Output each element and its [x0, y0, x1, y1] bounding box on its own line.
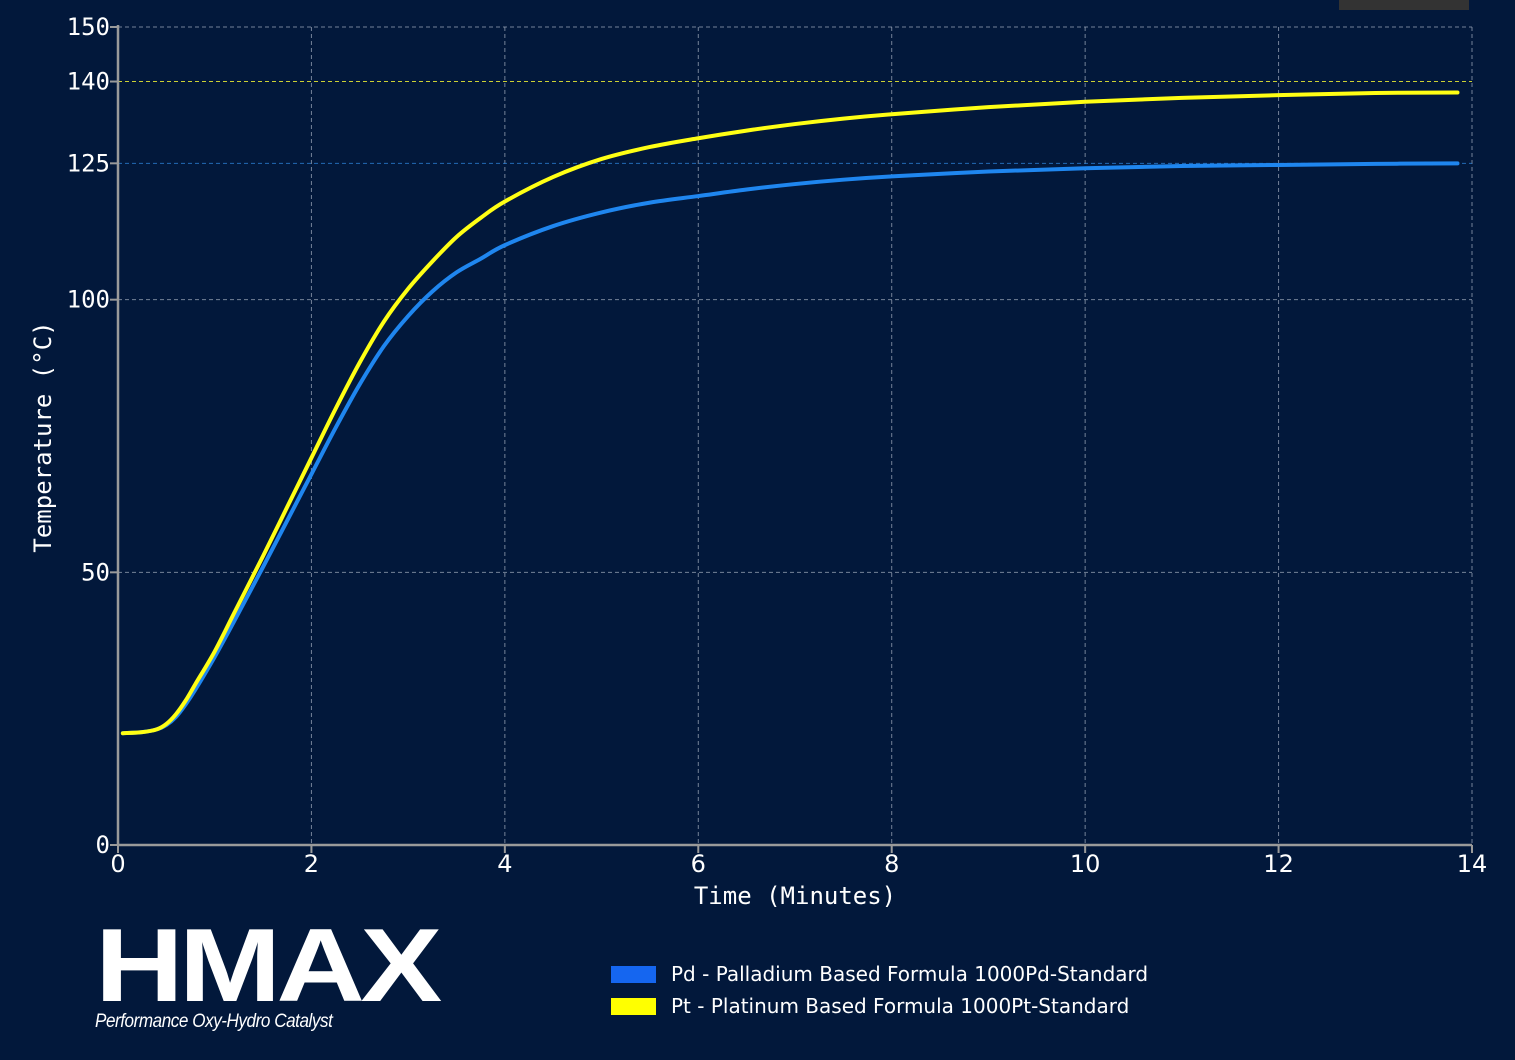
y-tick-label: 100: [67, 286, 110, 314]
y-axis-title: Temperature (°C): [29, 321, 57, 552]
x-tick-label: 12: [1263, 850, 1294, 878]
x-tick-label: 6: [691, 850, 706, 878]
legend-label-pt: Pt - Platinum Based Formula 1000Pt-Stand…: [671, 994, 1130, 1018]
corner-tab: [1339, 0, 1469, 10]
series-lines: [120, 90, 1460, 736]
series-line-pt: [120, 90, 1460, 736]
x-tick-label: 2: [304, 850, 319, 878]
y-tick-label: 140: [67, 68, 110, 96]
logo-tagline: Performance Oxy-Hydro Catalyst: [95, 1011, 333, 1032]
legend-swatch-pd: [611, 965, 656, 983]
legend: Pd - Palladium Based Formula 1000Pd-Stan…: [611, 958, 1148, 1022]
legend-label-pd: Pd - Palladium Based Formula 1000Pd-Stan…: [671, 962, 1149, 986]
tick-labels: 0 50 100 125 140 150 0 2 4 6 8 10 12 14: [67, 13, 1488, 878]
x-tick-label: 10: [1070, 850, 1101, 878]
y-tick-label: 50: [81, 558, 110, 586]
series-line-pd: [120, 161, 1460, 736]
x-tick-label: 4: [497, 850, 512, 878]
axes: [110, 25, 1473, 853]
x-tick-label: 8: [884, 850, 899, 878]
legend-item-pt: Pt - Platinum Based Formula 1000Pt-Stand…: [611, 990, 1148, 1022]
y-tick-label: 0: [96, 831, 110, 859]
legend-item-pd: Pd - Palladium Based Formula 1000Pd-Stan…: [611, 958, 1148, 990]
logo-wordmark: HMAX: [95, 908, 442, 1024]
legend-swatch-pt: [611, 997, 656, 1015]
x-tick-label: 0: [110, 850, 125, 878]
x-axis-title: Time (Minutes): [694, 882, 896, 910]
y-tick-label: 125: [67, 149, 110, 177]
hmax-logo: HMAX Performance Oxy-Hydro Catalyst: [95, 914, 442, 1033]
x-tick-label: 14: [1457, 850, 1488, 878]
y-tick-label: 150: [67, 13, 110, 41]
